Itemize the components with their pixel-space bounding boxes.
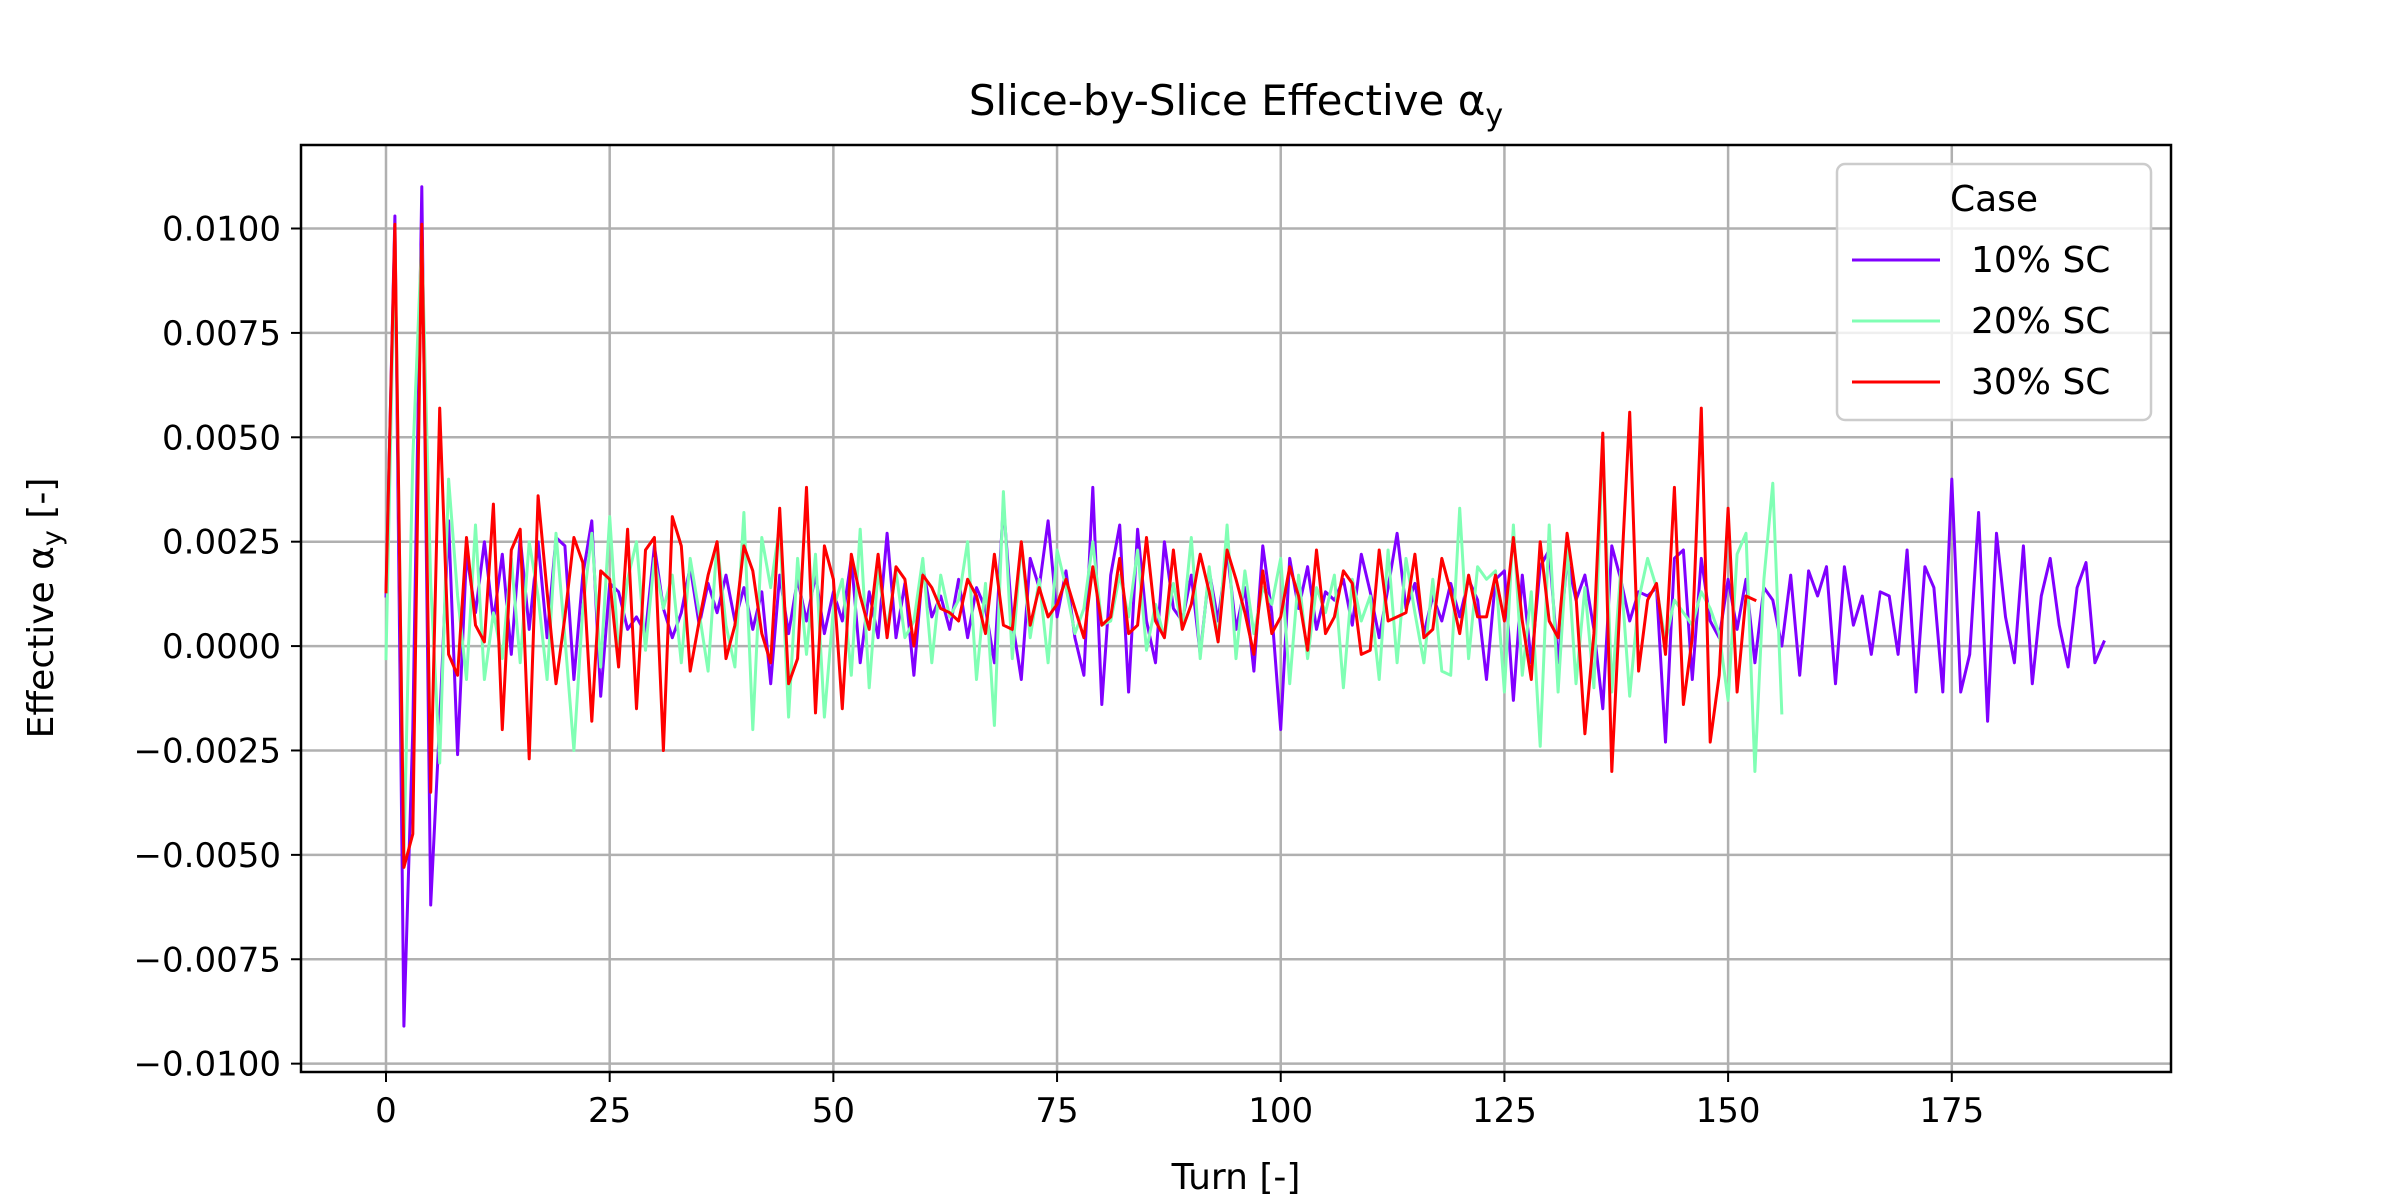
y-tick-label: −0.0075 (134, 940, 281, 980)
plot-frame (299, 143, 2173, 1074)
y-axis: 0.0100 0.0075 0.0050 0.0025 0.0000 −0.0025 −0.… (134, 210, 301, 1085)
y-axis-label-tail: [-] (21, 478, 62, 531)
y-axis-label-subscript: y (37, 530, 68, 546)
legend-label-20-sc: 20% SC (1971, 301, 2110, 342)
x-tick-label: 125 (1472, 1091, 1537, 1131)
chart-title-subscript: y (1485, 98, 1503, 133)
x-axis-label: Turn [-] (1171, 1157, 1301, 1198)
legend-box (1835, 162, 2153, 422)
y-tick-label: 0.0050 (162, 418, 281, 458)
legend-title: Case (1950, 179, 2038, 220)
y-tick-label: −0.0100 (134, 1045, 281, 1085)
x-tick-label: 0 (375, 1091, 397, 1131)
x-tick-label: 25 (588, 1091, 631, 1131)
y-tick-label: 0.0100 (162, 210, 281, 250)
chart-title-main: Slice-by-Slice Effective α (969, 76, 1486, 125)
x-axis: 0 25 50 75 100 125 150 175 (375, 1072, 1984, 1131)
legend-label-10-sc: 10% SC (1971, 240, 2110, 281)
x-tick-label: 50 (812, 1091, 855, 1131)
y-axis-label: Effective αy [-] (21, 478, 68, 739)
legend: Case 10% SC 20% SC 30% SC (1835, 162, 2153, 422)
y-tick-label: −0.0050 (134, 836, 281, 876)
x-tick-label: 75 (1035, 1091, 1078, 1131)
y-tick-label: 0.0000 (162, 627, 281, 667)
series-lines (384, 185, 2106, 1028)
x-tick-label: 150 (1696, 1091, 1761, 1131)
y-tick-label: 0.0025 (162, 523, 281, 563)
y-tick-label: 0.0075 (162, 314, 281, 354)
y-tick-label: −0.0025 (134, 731, 281, 771)
legend-label-30-sc: 30% SC (1971, 362, 2110, 403)
y-axis-label-main: Effective α (21, 546, 62, 738)
x-tick-label: 175 (1919, 1091, 1984, 1131)
x-tick-label: 100 (1248, 1091, 1313, 1131)
series-line-10-sc (384, 185, 2106, 1028)
series-line-30-sc (384, 222, 1757, 869)
chart-title: Slice-by-Slice Effective αy (969, 76, 1503, 133)
